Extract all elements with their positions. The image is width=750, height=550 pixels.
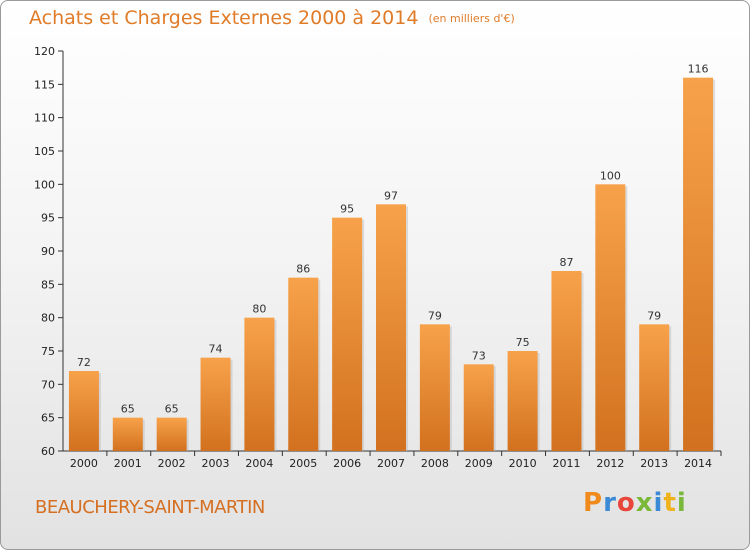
- x-tick-label: 2009: [465, 457, 493, 470]
- y-tick-label: 65: [41, 412, 55, 425]
- x-tick-label: 2011: [552, 457, 580, 470]
- bar-2003: [200, 357, 231, 451]
- x-tick-label: 2006: [333, 457, 361, 470]
- y-tick-label: 75: [41, 345, 55, 358]
- location-label: BEAUCHERY-SAINT-MARTIN: [35, 497, 265, 518]
- bar-value-label: 95: [340, 203, 354, 216]
- logo-letter: o: [616, 488, 636, 518]
- bar-2014: [683, 77, 714, 452]
- bar-value-label: 87: [559, 256, 573, 269]
- y-tick-label: 85: [41, 278, 55, 291]
- bar-value-label: 79: [647, 309, 661, 322]
- bar-value-label: 73: [472, 349, 486, 362]
- x-tick-label: 2004: [245, 457, 273, 470]
- chart-title-text: Achats et Charges Externes 2000 à 2014: [29, 7, 419, 29]
- bar-value-label: 74: [209, 343, 223, 356]
- y-tick-label: 70: [41, 378, 55, 391]
- bar-value-label: 72: [77, 356, 91, 369]
- logo-letter: t: [663, 488, 677, 518]
- bar-2005: [288, 277, 319, 451]
- bar-value-label: 116: [688, 63, 709, 76]
- x-tick-label: 2010: [509, 457, 537, 470]
- bar-2007: [376, 204, 406, 451]
- bar-2010: [507, 351, 538, 451]
- x-tick-label: 2003: [202, 457, 230, 470]
- bar-2001: [112, 417, 143, 451]
- bar-value-label: 65: [121, 403, 135, 416]
- chart-unit: (en milliers d'€): [428, 12, 515, 25]
- bar-2006: [332, 217, 363, 451]
- x-tick-label: 2000: [70, 457, 98, 470]
- y-tick-label: 60: [41, 445, 55, 458]
- x-tick-label: 2008: [421, 457, 449, 470]
- bar-value-label: 79: [428, 309, 442, 322]
- bar-2000: [68, 371, 99, 451]
- logo-letter: i: [653, 488, 664, 518]
- bar-value-label: 65: [165, 403, 179, 416]
- x-tick-label: 2007: [377, 457, 405, 470]
- y-tick-label: 100: [34, 178, 55, 191]
- bar-2011: [551, 271, 582, 451]
- y-tick-label: 90: [41, 245, 55, 258]
- bar-value-label: 75: [516, 336, 530, 349]
- bar-2004: [244, 317, 275, 451]
- x-tick-label: 2013: [640, 457, 668, 470]
- bar-value-label: 86: [296, 263, 310, 276]
- bar-2013: [639, 324, 670, 451]
- proxiti-logo: Proxiti: [583, 488, 687, 518]
- x-tick-label: 2014: [684, 457, 712, 470]
- x-tick-label: 2001: [114, 457, 142, 470]
- x-tick-label: 2005: [289, 457, 317, 470]
- y-tick-label: 95: [41, 212, 55, 225]
- chart-title: Achats et Charges Externes 2000 à 2014 (e…: [29, 7, 515, 29]
- logo-letter: x: [635, 488, 654, 518]
- bar-2002: [156, 417, 187, 451]
- logo-letter: i: [676, 488, 687, 518]
- bar-2009: [463, 364, 494, 451]
- y-tick-label: 105: [34, 145, 55, 158]
- bar-value-label: 80: [252, 303, 266, 316]
- y-tick-label: 80: [41, 312, 55, 325]
- bar-2008: [419, 324, 450, 451]
- x-tick-label: 2002: [158, 457, 186, 470]
- logo-letter: P: [583, 488, 604, 518]
- y-tick-label: 115: [34, 78, 55, 91]
- x-tick-label: 2012: [596, 457, 624, 470]
- bar-value-label: 97: [384, 189, 398, 202]
- y-tick-label: 110: [34, 112, 55, 125]
- logo-letter: r: [603, 488, 617, 518]
- bar-2012: [595, 184, 626, 452]
- bar-value-label: 100: [600, 169, 621, 182]
- y-tick-label: 120: [34, 45, 55, 58]
